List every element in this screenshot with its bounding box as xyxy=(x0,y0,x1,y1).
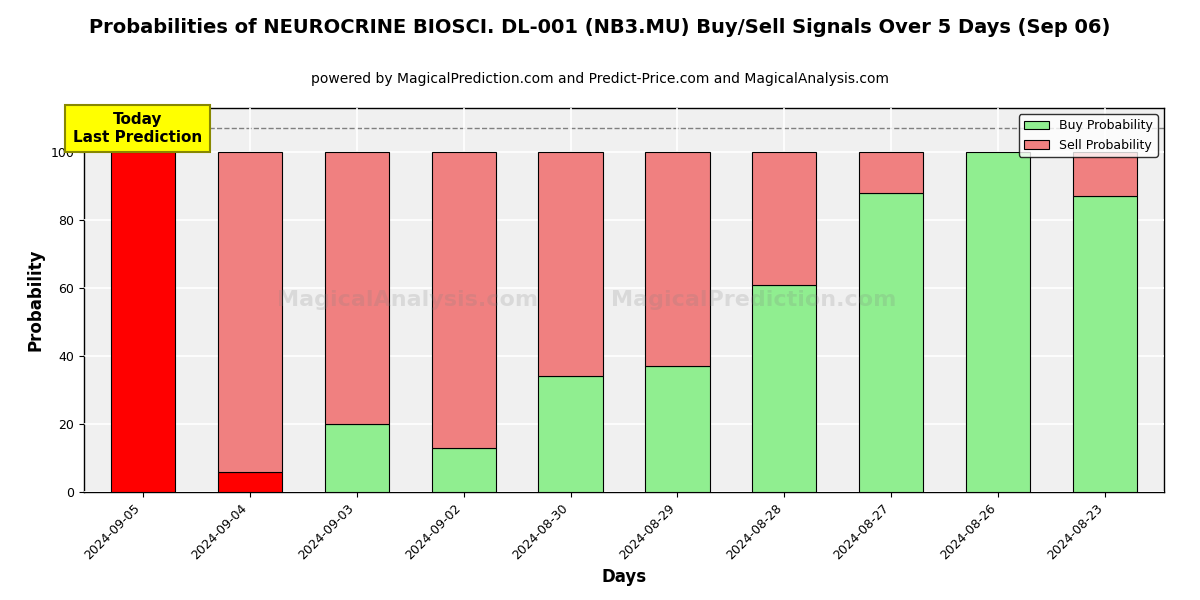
Bar xyxy=(859,152,924,193)
Bar xyxy=(1073,196,1138,492)
Bar xyxy=(646,152,709,366)
Bar xyxy=(217,472,282,492)
Text: powered by MagicalPrediction.com and Predict-Price.com and MagicalAnalysis.com: powered by MagicalPrediction.com and Pre… xyxy=(311,72,889,86)
Bar xyxy=(110,152,175,492)
Text: Today
Last Prediction: Today Last Prediction xyxy=(73,112,202,145)
Bar xyxy=(646,366,709,492)
Legend: Buy Probability, Sell Probability: Buy Probability, Sell Probability xyxy=(1019,114,1158,157)
Bar xyxy=(432,448,496,492)
Bar xyxy=(432,152,496,448)
Bar xyxy=(324,152,389,424)
Bar xyxy=(324,424,389,492)
Bar xyxy=(752,285,816,492)
Text: MagicalAnalysis.com: MagicalAnalysis.com xyxy=(277,290,539,310)
Text: Probabilities of NEUROCRINE BIOSCI. DL-001 (NB3.MU) Buy/Sell Signals Over 5 Days: Probabilities of NEUROCRINE BIOSCI. DL-0… xyxy=(89,18,1111,37)
Bar xyxy=(539,376,602,492)
Text: MagicalPrediction.com: MagicalPrediction.com xyxy=(611,290,896,310)
Bar xyxy=(752,152,816,285)
Y-axis label: Probability: Probability xyxy=(26,249,44,351)
Bar xyxy=(539,152,602,376)
Bar xyxy=(217,152,282,472)
Bar xyxy=(966,152,1031,492)
X-axis label: Days: Days xyxy=(601,568,647,586)
Bar xyxy=(1073,152,1138,196)
Bar xyxy=(859,193,924,492)
